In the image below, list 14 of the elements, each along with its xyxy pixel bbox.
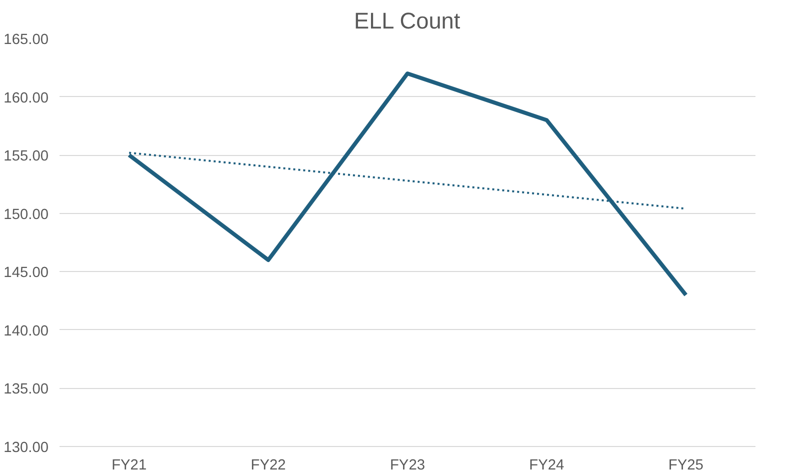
x-tick-label: FY24 xyxy=(529,458,564,474)
y-tick-label: 145.00 xyxy=(4,265,48,282)
y-tick-label: 160.00 xyxy=(4,90,48,106)
x-tick-label: FY22 xyxy=(250,458,286,474)
x-tick-label: FY23 xyxy=(390,458,426,474)
x-tick-label: FY25 xyxy=(668,458,704,474)
y-tick-label: 155.00 xyxy=(4,148,48,165)
x-tick-label: FY21 xyxy=(112,458,147,474)
y-tick-label: 135.00 xyxy=(4,382,48,398)
y-tick-label: 140.00 xyxy=(4,323,48,340)
y-tick-label: 150.00 xyxy=(4,206,48,223)
y-tick-label: 130.00 xyxy=(4,440,48,456)
y-tick-label: 165.00 xyxy=(4,32,48,48)
chart-title: ELL Count xyxy=(354,8,461,34)
